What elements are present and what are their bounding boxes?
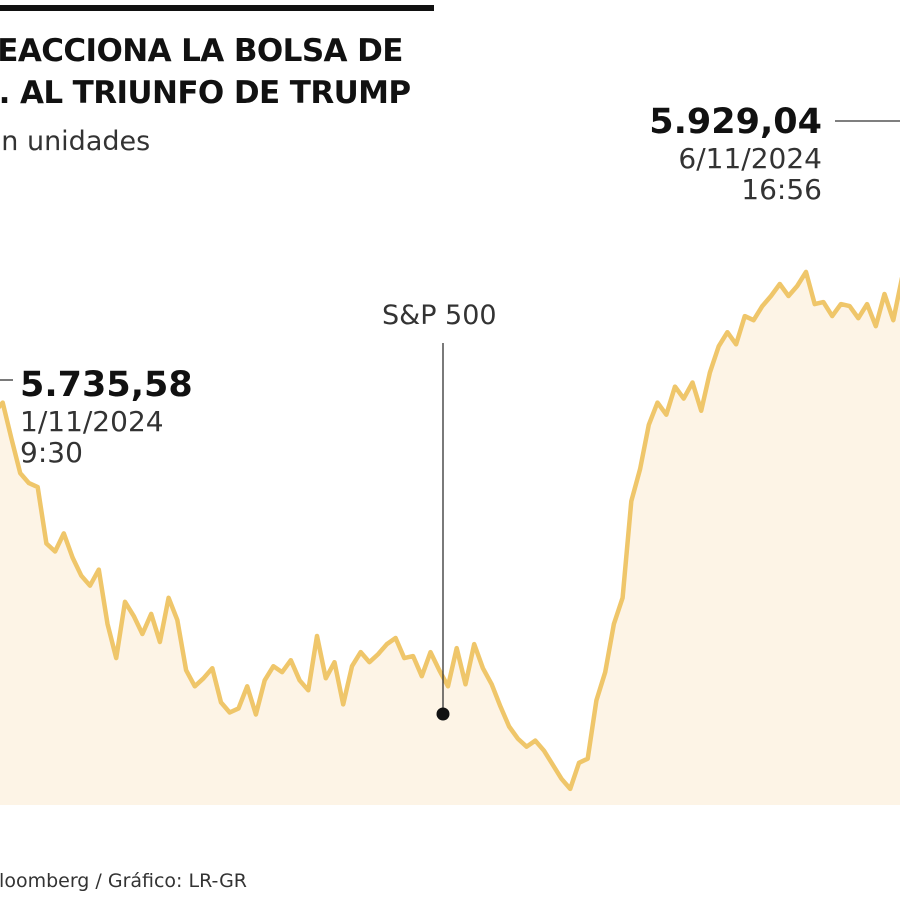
annotation-start-date: 1/11/2024 bbox=[20, 405, 164, 438]
source-credit: Bloomberg / Gráfico: LR-GR bbox=[0, 870, 247, 892]
annotation-end: 5.929,04 6/11/2024 16:56 bbox=[649, 105, 822, 205]
annotation-start-time: 9:30 bbox=[20, 436, 83, 469]
series-label: S&P 500 bbox=[382, 300, 497, 331]
chart-title: REACCIONA LA BOLSA DE U. AL TRIUNFO DE T… bbox=[0, 33, 411, 111]
chart-subtitle: s en unidades bbox=[0, 126, 151, 157]
series-marker-dot bbox=[436, 707, 450, 721]
series-line bbox=[0, 269, 900, 792]
annotation-end-time: 16:56 bbox=[741, 173, 822, 206]
annotation-end-date: 6/11/2024 bbox=[678, 142, 822, 175]
annotation-start-value: 5.735,58 bbox=[20, 365, 193, 405]
annotation-end-value: 5.929,04 bbox=[649, 102, 822, 142]
annotation-start: 5.735,58 1/11/2024 9:30 bbox=[20, 368, 193, 468]
top-rule bbox=[0, 5, 434, 11]
area-fill bbox=[0, 271, 900, 805]
